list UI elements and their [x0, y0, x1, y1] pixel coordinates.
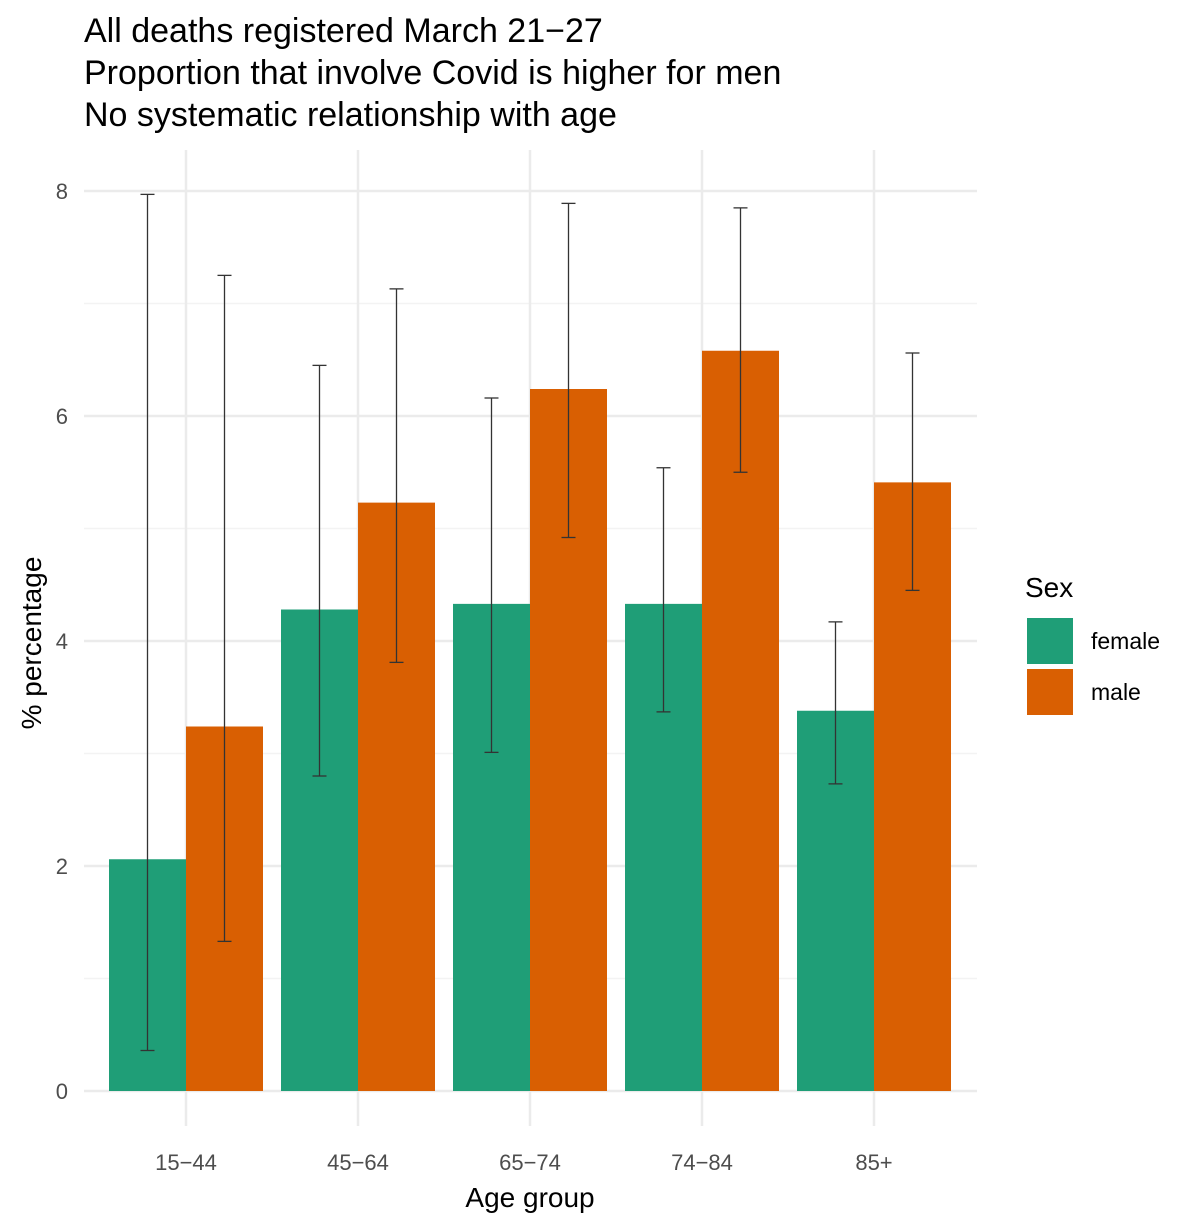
legend-key-female — [1027, 618, 1073, 664]
x-tick-label: 45−64 — [327, 1150, 389, 1175]
title-line-2: Proportion that involve Covid is higher … — [84, 54, 781, 92]
legend-label-female: female — [1091, 628, 1160, 654]
title-line-1: All deaths registered March 21−27 — [84, 12, 603, 50]
chart-title: All deaths registered March 21−27 Propor… — [84, 12, 781, 134]
legend-title: Sex — [1025, 572, 1073, 603]
y-axis-ticks: 0 2 4 6 8 — [56, 179, 68, 1104]
x-tick-label: 65−74 — [499, 1150, 561, 1175]
y-tick-label: 6 — [56, 404, 68, 429]
x-tick-label: 74−84 — [671, 1150, 733, 1175]
x-axis-title: Age group — [465, 1182, 594, 1213]
x-tick-label: 15−44 — [155, 1150, 217, 1175]
bar-male — [702, 350, 779, 1091]
y-tick-label: 4 — [56, 629, 68, 654]
error-bars — [140, 193, 920, 1052]
x-tick-label: 85+ — [855, 1150, 892, 1175]
title-line-3: No systematic relationship with age — [84, 96, 617, 134]
y-tick-label: 2 — [56, 854, 68, 879]
y-tick-label: 8 — [56, 179, 68, 204]
x-axis-ticks: 15−44 45−64 65−74 74−84 85+ — [155, 1150, 893, 1175]
y-axis-title: % percentage — [16, 557, 47, 730]
bars — [109, 350, 951, 1091]
y-tick-label: 0 — [56, 1079, 68, 1104]
legend-key-male — [1027, 669, 1073, 715]
legend: Sex female male — [1025, 572, 1160, 715]
legend-label-male: male — [1091, 679, 1141, 705]
